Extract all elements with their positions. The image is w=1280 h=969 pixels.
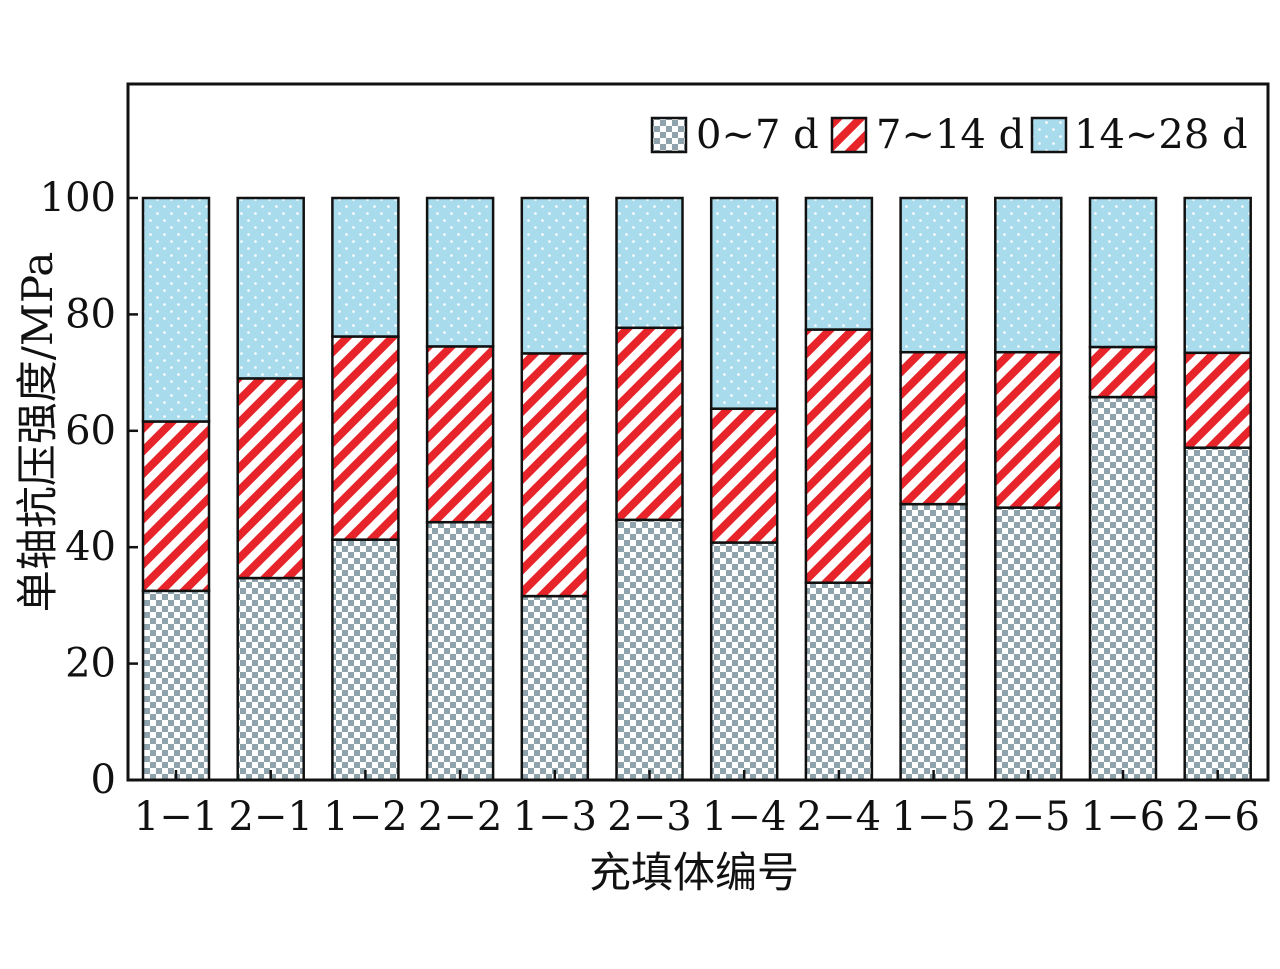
x-axis-title: 充填体编号 bbox=[589, 848, 799, 897]
x-tick-label: 2−1 bbox=[228, 794, 312, 840]
y-axis-ticks: 0 20 40 60 80 100 bbox=[40, 175, 138, 803]
bar-11-series-0-7d bbox=[1088, 395, 1158, 782]
y-axis-title: 单轴抗压强度/MPa bbox=[13, 252, 62, 613]
x-tick-label: 1−6 bbox=[1081, 794, 1165, 840]
bar-12-series-0-7d bbox=[1183, 446, 1252, 782]
legend-label-series-0-7d: 0~7 d bbox=[696, 112, 819, 158]
x-tick-label: 2−6 bbox=[1175, 794, 1259, 840]
legend-label-series-7-14d: 7~14 d bbox=[876, 112, 1024, 158]
x-tick-label: 1−1 bbox=[134, 794, 218, 840]
bar-8-series-0-7d bbox=[804, 581, 874, 782]
x-tick-label: 1−2 bbox=[323, 794, 407, 840]
bar-6-series-14-28d bbox=[615, 196, 684, 330]
legend-swatch-series-14-28d bbox=[1030, 116, 1068, 154]
bar-8-series-7-14d bbox=[804, 328, 874, 584]
bar-11-series-14-28d bbox=[1088, 196, 1158, 349]
bar-5-series-0-7d bbox=[520, 594, 590, 782]
bar-2-series-0-7d bbox=[236, 576, 305, 782]
bar-10-series-0-7d bbox=[994, 506, 1063, 782]
legend-swatch-series-0-7d bbox=[650, 116, 688, 154]
bar-7-series-14-28d bbox=[709, 196, 779, 410]
legend-swatch-series-7-14d bbox=[830, 116, 868, 154]
bars-layer bbox=[141, 196, 1252, 782]
bar-6-series-0-7d bbox=[615, 518, 684, 782]
bar-10-series-14-28d bbox=[994, 196, 1063, 354]
bar-12-series-14-28d bbox=[1183, 196, 1252, 355]
bar-11-series-7-14d bbox=[1088, 345, 1158, 399]
bar-3-series-0-7d bbox=[331, 538, 400, 782]
bar-4-series-7-14d bbox=[425, 345, 495, 524]
x-tick-label: 2−5 bbox=[986, 794, 1070, 840]
y-tick-label: 100 bbox=[40, 175, 116, 221]
x-tick-label: 2−3 bbox=[607, 794, 691, 840]
x-tick-label: 2−4 bbox=[797, 794, 881, 840]
y-tick-label: 20 bbox=[65, 641, 116, 687]
y-tick-label: 0 bbox=[91, 757, 116, 803]
bar-7-series-7-14d bbox=[709, 407, 779, 544]
x-tick-label: 2−2 bbox=[418, 794, 502, 840]
legend: 0~7 d 7~14 d 14~28 d bbox=[650, 112, 1248, 158]
bar-9-series-7-14d bbox=[899, 350, 968, 506]
bar-2-series-14-28d bbox=[236, 196, 305, 380]
bar-2-series-7-14d bbox=[236, 377, 305, 580]
bar-5-series-14-28d bbox=[520, 196, 590, 355]
bar-9-series-14-28d bbox=[899, 196, 968, 354]
bar-1-series-0-7d bbox=[141, 589, 211, 782]
bar-1-series-7-14d bbox=[141, 420, 211, 593]
bar-4-series-0-7d bbox=[425, 520, 495, 782]
bar-9-series-0-7d bbox=[899, 502, 968, 782]
bar-3-series-14-28d bbox=[331, 196, 400, 338]
y-tick-label: 40 bbox=[65, 524, 116, 570]
y-tick-label: 60 bbox=[65, 408, 116, 454]
bar-4-series-14-28d bbox=[425, 196, 495, 348]
x-axis-ticks: 1−1 2−1 1−2 2−2 1−3 2−3 1−4 2−4 1−5 2−5 1−6 2−6 bbox=[134, 770, 1260, 840]
legend-label-series-14-28d: 14~28 d bbox=[1074, 112, 1248, 158]
x-tick-label: 1−4 bbox=[702, 794, 786, 840]
x-tick-label: 1−5 bbox=[891, 794, 975, 840]
bar-8-series-14-28d bbox=[804, 196, 874, 331]
bar-6-series-7-14d bbox=[615, 326, 684, 522]
bar-10-series-7-14d bbox=[994, 350, 1063, 509]
bar-5-series-7-14d bbox=[520, 352, 590, 598]
bar-12-series-7-14d bbox=[1183, 351, 1252, 449]
x-tick-label: 1−3 bbox=[513, 794, 597, 840]
bar-1-series-14-28d bbox=[141, 196, 211, 423]
y-tick-label: 80 bbox=[65, 291, 116, 337]
bar-7-series-0-7d bbox=[709, 541, 779, 782]
bar-3-series-7-14d bbox=[331, 335, 400, 541]
